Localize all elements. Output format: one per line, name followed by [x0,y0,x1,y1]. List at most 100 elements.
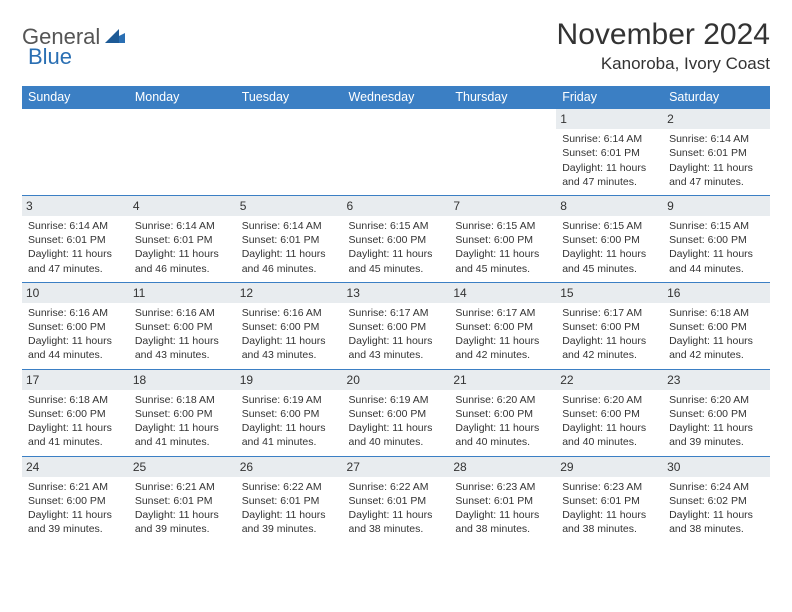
day-cell: 12Sunrise: 6:16 AMSunset: 6:00 PMDayligh… [236,282,343,369]
sunrise-text: Sunrise: 6:15 AM [455,219,550,233]
sunset-text: Sunset: 6:00 PM [28,494,123,508]
day-cell [449,109,556,196]
sunrise-text: Sunrise: 6:14 AM [28,219,123,233]
sunset-text: Sunset: 6:00 PM [562,407,657,421]
day-number: 26 [236,457,343,477]
page-header: General November 2024 Kanoroba, Ivory Co… [22,18,770,74]
sunset-text: Sunset: 6:01 PM [455,494,550,508]
sunrise-text: Sunrise: 6:16 AM [135,306,230,320]
daylight-text: Daylight: 11 hours and 45 minutes. [455,247,550,275]
sunrise-text: Sunrise: 6:15 AM [349,219,444,233]
sunset-text: Sunset: 6:01 PM [135,233,230,247]
daylight-text: Daylight: 11 hours and 47 minutes. [669,161,764,189]
sunrise-text: Sunrise: 6:19 AM [242,393,337,407]
daylight-text: Daylight: 11 hours and 38 minutes. [562,508,657,536]
day-cell [22,109,129,196]
daylight-text: Daylight: 11 hours and 39 minutes. [28,508,123,536]
day-number: 22 [556,370,663,390]
daylight-text: Daylight: 11 hours and 47 minutes. [28,247,123,275]
day-header-fri: Friday [556,86,663,109]
sunrise-text: Sunrise: 6:24 AM [669,480,764,494]
sunset-text: Sunset: 6:00 PM [242,320,337,334]
daylight-text: Daylight: 11 hours and 45 minutes. [562,247,657,275]
daylight-text: Daylight: 11 hours and 43 minutes. [349,334,444,362]
day-cell: 8Sunrise: 6:15 AMSunset: 6:00 PMDaylight… [556,195,663,282]
day-number: 14 [449,283,556,303]
sunrise-text: Sunrise: 6:21 AM [28,480,123,494]
day-cell: 6Sunrise: 6:15 AMSunset: 6:00 PMDaylight… [343,195,450,282]
day-cell: 16Sunrise: 6:18 AMSunset: 6:00 PMDayligh… [663,282,770,369]
day-cell: 22Sunrise: 6:20 AMSunset: 6:00 PMDayligh… [556,369,663,456]
sunrise-text: Sunrise: 6:14 AM [242,219,337,233]
day-cell: 30Sunrise: 6:24 AMSunset: 6:02 PMDayligh… [663,456,770,542]
day-cell: 24 Sunrise: 6:21 AMSunset: 6:00 PMDayligh… [22,456,129,542]
week-row: 24Sunrise: 6:21 AMSunset: 6:00 PMDayligh… [22,456,770,542]
day-number: 1 [556,109,663,129]
sunset-text: Sunset: 6:02 PM [669,494,764,508]
daylight-text: Daylight: 11 hours and 42 minutes. [562,334,657,362]
day-number: 18 [129,370,236,390]
day-number: 21 [449,370,556,390]
day-number: 15 [556,283,663,303]
day-number: 24 [22,457,129,477]
daylight-text: Daylight: 11 hours and 38 minutes. [349,508,444,536]
logo-word-2-wrap: Blue [28,44,72,70]
daylight-text: Daylight: 11 hours and 38 minutes. [669,508,764,536]
day-number: 8 [556,196,663,216]
day-cell: 28Sunrise: 6:23 AMSunset: 6:01 PMDayligh… [449,456,556,542]
sunrise-text: Sunrise: 6:15 AM [669,219,764,233]
daylight-text: Daylight: 11 hours and 42 minutes. [455,334,550,362]
sunset-text: Sunset: 6:00 PM [135,407,230,421]
daylight-text: Daylight: 11 hours and 43 minutes. [242,334,337,362]
sunrise-text: Sunrise: 6:22 AM [242,480,337,494]
day-cell: 14Sunrise: 6:17 AMSunset: 6:00 PMDayligh… [449,282,556,369]
day-number: 10 [22,283,129,303]
daylight-text: Daylight: 11 hours and 46 minutes. [135,247,230,275]
day-header-sun: Sunday [22,86,129,109]
day-cell: 25Sunrise: 6:21 AMSunset: 6:01 PMDayligh… [129,456,236,542]
day-cell: 17Sunrise: 6:18 AMSunset: 6:00 PMDayligh… [22,369,129,456]
day-number: 11 [129,283,236,303]
day-cell: 20Sunrise: 6:19 AMSunset: 6:00 PMDayligh… [343,369,450,456]
sunset-text: Sunset: 6:00 PM [455,407,550,421]
sunset-text: Sunset: 6:00 PM [562,320,657,334]
sunrise-text: Sunrise: 6:18 AM [135,393,230,407]
day-cell: 18Sunrise: 6:18 AMSunset: 6:00 PMDayligh… [129,369,236,456]
title-block: November 2024 Kanoroba, Ivory Coast [557,18,770,74]
sunset-text: Sunset: 6:01 PM [135,494,230,508]
calendar-table: Sunday Monday Tuesday Wednesday Thursday… [22,86,770,542]
sunrise-text: Sunrise: 6:14 AM [669,132,764,146]
sunset-text: Sunset: 6:00 PM [349,407,444,421]
day-cell: 4Sunrise: 6:14 AMSunset: 6:01 PMDaylight… [129,195,236,282]
day-number: 4 [129,196,236,216]
day-number: 27 [343,457,450,477]
sunrise-text: Sunrise: 6:17 AM [455,306,550,320]
day-cell: 19Sunrise: 6:19 AMSunset: 6:00 PMDayligh… [236,369,343,456]
sunset-text: Sunset: 6:01 PM [562,146,657,160]
daylight-text: Daylight: 11 hours and 44 minutes. [669,247,764,275]
day-number: 2 [663,109,770,129]
daylight-text: Daylight: 11 hours and 39 minutes. [135,508,230,536]
sunset-text: Sunset: 6:00 PM [349,233,444,247]
day-number: 3 [22,196,129,216]
sunrise-text: Sunrise: 6:21 AM [135,480,230,494]
daylight-text: Daylight: 11 hours and 39 minutes. [242,508,337,536]
day-header-wed: Wednesday [343,86,450,109]
sunset-text: Sunset: 6:00 PM [135,320,230,334]
day-number: 13 [343,283,450,303]
daylight-text: Daylight: 11 hours and 47 minutes. [562,161,657,189]
sunset-text: Sunset: 6:00 PM [242,407,337,421]
daylight-text: Daylight: 11 hours and 38 minutes. [455,508,550,536]
day-header-thu: Thursday [449,86,556,109]
sunset-text: Sunset: 6:01 PM [242,494,337,508]
sunset-text: Sunset: 6:00 PM [562,233,657,247]
day-cell: 29Sunrise: 6:23 AMSunset: 6:01 PMDayligh… [556,456,663,542]
day-cell: 13Sunrise: 6:17 AMSunset: 6:00 PMDayligh… [343,282,450,369]
day-header-row: Sunday Monday Tuesday Wednesday Thursday… [22,86,770,109]
day-cell: 3Sunrise: 6:14 AMSunset: 6:01 PMDaylight… [22,195,129,282]
daylight-text: Daylight: 11 hours and 42 minutes. [669,334,764,362]
day-header-tue: Tuesday [236,86,343,109]
sunset-text: Sunset: 6:00 PM [455,233,550,247]
day-cell: 10Sunrise: 6:16 AMSunset: 6:00 PMDayligh… [22,282,129,369]
day-cell: 23Sunrise: 6:20 AMSunset: 6:00 PMDayligh… [663,369,770,456]
